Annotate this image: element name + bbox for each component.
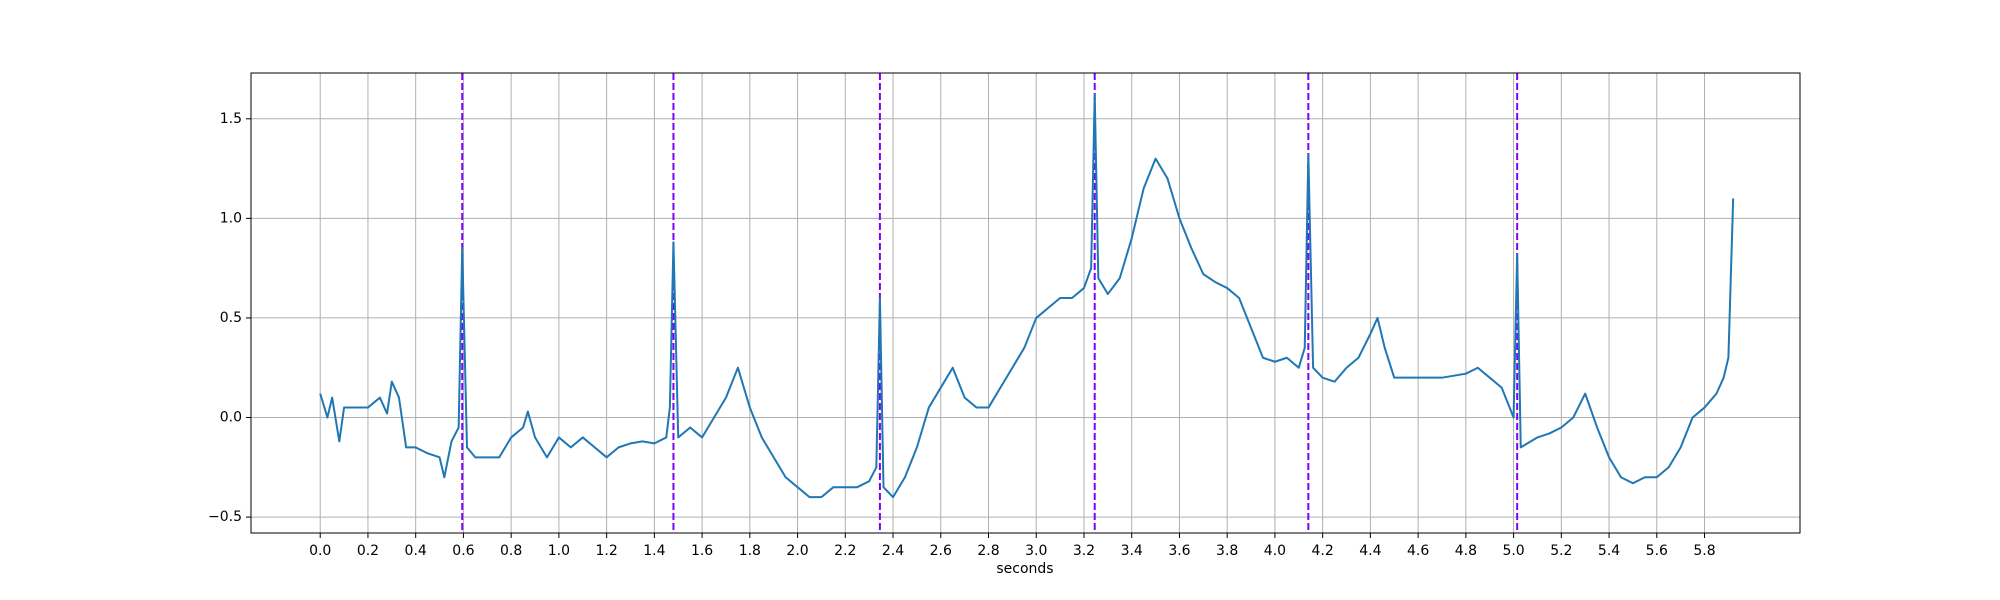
x-tick-label: 1.2 [595,543,617,559]
y-tick-label: 0.0 [220,410,242,426]
x-tick-label: 0.4 [405,543,427,559]
x-tick-label: 1.8 [739,543,761,559]
x-tick-label: 2.0 [786,543,808,559]
x-tick-label: 0.2 [357,543,379,559]
x-tick-label: 1.4 [643,543,665,559]
plot-frame [250,72,1801,534]
x-tick-label: 4.4 [1359,543,1381,559]
x-tick-label: 4.2 [1312,543,1334,559]
x-tick-label: 3.6 [1168,543,1190,559]
x-tick-label: 5.8 [1693,543,1715,559]
x-tick-label: 5.4 [1598,543,1620,559]
x-tick-label: 2.4 [882,543,904,559]
x-axis-label: seconds [996,561,1053,577]
x-tick-label: 2.6 [930,543,952,559]
x-tick-label: 2.2 [834,543,856,559]
x-tick-label: 5.6 [1646,543,1668,559]
x-tick-label: 0.6 [452,543,474,559]
x-tick-label: 3.4 [1121,543,1143,559]
x-tick-label: 0.8 [500,543,522,559]
y-tick-label: 1.5 [220,111,242,127]
y-tick-label: 0.5 [220,310,242,326]
x-tick-label: 4.8 [1455,543,1477,559]
x-tick-label: 5.0 [1502,543,1524,559]
y-tick-label: −0.5 [208,509,242,525]
x-tick-label: 3.0 [1025,543,1047,559]
x-tick-label: 0.0 [309,543,331,559]
x-tick-label: 4.6 [1407,543,1429,559]
x-tick-label: 3.2 [1073,543,1095,559]
x-tick-label: 3.8 [1216,543,1238,559]
x-tick-label: 1.6 [691,543,713,559]
x-tick-label: 5.2 [1550,543,1572,559]
x-tick-label: 1.0 [548,543,570,559]
y-tick-label: 1.0 [220,210,242,226]
x-tick-label: 2.8 [977,543,999,559]
x-tick-label: 4.0 [1264,543,1286,559]
signal-line [319,93,1735,499]
